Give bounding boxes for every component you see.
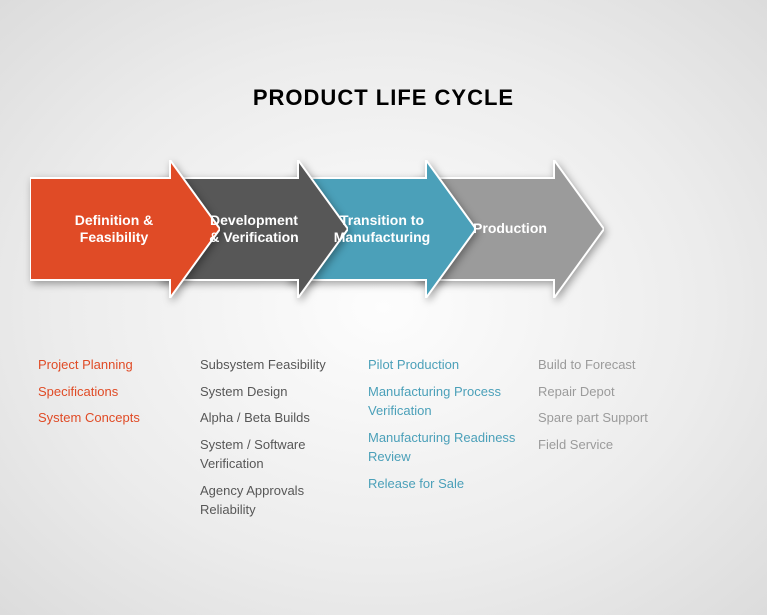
stage-item: Agency Approvals Reliability xyxy=(200,481,355,520)
page-title: PRODUCT LIFE CYCLE xyxy=(0,85,767,111)
stage-item: System Concepts xyxy=(38,408,188,428)
stage-item-list: Build to Forecast Repair Depot Spare part … xyxy=(538,355,698,461)
stage-arrow-label: Development & Verification xyxy=(198,160,310,298)
stage-item: Manufacturing Process Verification xyxy=(368,382,523,421)
stage-item: Build to Forecast xyxy=(538,355,698,375)
stage-item: Repair Depot xyxy=(538,382,698,402)
arrow-row: Definition & FeasibilityDevelopment & Ve… xyxy=(30,160,750,330)
stage-item: Alpha / Beta Builds xyxy=(200,408,355,428)
stage-item-list: Subsystem Feasibility System Design Alpha … xyxy=(200,355,355,527)
stage-item: Field Service xyxy=(538,435,698,455)
stage-arrow-label: Definition & Feasibility xyxy=(38,160,190,298)
stage-item-list: Pilot Production Manufacturing Process Ve… xyxy=(368,355,523,500)
stage-item: Subsystem Feasibility xyxy=(200,355,355,375)
stage-item: Spare part Support xyxy=(538,408,698,428)
stage-item: Specifications xyxy=(38,382,188,402)
stage-item: Project Planning xyxy=(38,355,188,375)
stage-arrow-label: Transition to Manufacturing xyxy=(326,160,438,298)
stage-item-list: Project Planning Specifications System Con… xyxy=(38,355,188,435)
stage-item: Release for Sale xyxy=(368,474,523,494)
stage-item: Manufacturing Readiness Review xyxy=(368,428,523,467)
stage-arrow-label: Production xyxy=(454,160,566,298)
stage-item: System Design xyxy=(200,382,355,402)
stage-item: Pilot Production xyxy=(368,355,523,375)
stage-item: System / Software Verification xyxy=(200,435,355,474)
